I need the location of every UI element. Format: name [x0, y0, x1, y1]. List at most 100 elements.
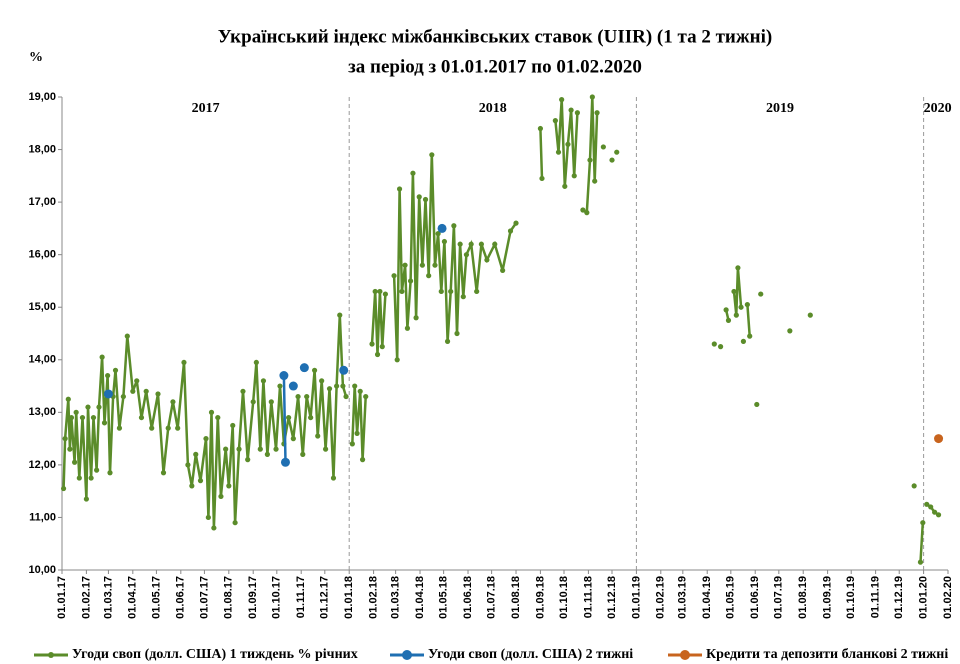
data-point: [311, 367, 318, 373]
data-point: [160, 470, 167, 476]
legend-label: Угоди своп (долл. США) 2 тижні: [428, 647, 633, 662]
x-tick-label: 01.04.19: [701, 576, 713, 619]
data-point: [155, 391, 161, 397]
x-tick-label: 01.11.19: [870, 576, 882, 618]
data-point: [308, 414, 314, 421]
data-point: [457, 241, 463, 247]
data-point: [322, 446, 329, 452]
x-tick-label: 01.09.19: [822, 576, 834, 619]
data-point: [79, 414, 86, 421]
data-point: [101, 420, 108, 426]
data-point: [264, 451, 270, 457]
data-point: [589, 94, 595, 100]
data-point: [429, 152, 435, 158]
data-point: [279, 371, 289, 381]
x-tick-label: 01.04.17: [127, 576, 139, 619]
data-point: [507, 228, 514, 234]
data-point: [257, 446, 263, 452]
series-line: [62, 96, 940, 563]
y-axis-label: %: [29, 50, 43, 65]
data-point: [96, 404, 102, 410]
data-point: [363, 393, 369, 400]
data-point: [932, 509, 938, 515]
data-point: [747, 333, 753, 339]
data-point: [103, 389, 113, 399]
data-point: [740, 338, 747, 344]
data-point: [334, 383, 340, 389]
data-point: [474, 288, 480, 295]
data-point: [165, 425, 171, 431]
data-point: [374, 351, 381, 358]
data-point: [181, 359, 187, 366]
data-point: [369, 341, 375, 347]
x-tick-label: 01.06.18: [462, 576, 474, 619]
data-point: [609, 157, 615, 163]
data-point: [463, 252, 470, 258]
data-point: [130, 388, 136, 394]
data-point: [580, 207, 586, 213]
data-point: [226, 483, 232, 489]
data-point: [85, 404, 91, 410]
data-point: [559, 97, 565, 103]
data-point: [438, 288, 444, 295]
data-point: [319, 378, 325, 384]
data-point: [928, 504, 934, 510]
data-point: [416, 194, 422, 200]
data-point: [94, 467, 100, 473]
data-point: [71, 459, 78, 465]
data-point: [402, 262, 408, 268]
x-tick-label: 01.11.17: [295, 576, 307, 618]
y-tick-label: 14,00: [28, 354, 56, 366]
data-point: [614, 149, 620, 155]
data-point: [733, 312, 739, 318]
data-point: [352, 383, 358, 389]
data-point: [725, 317, 732, 323]
data-point: [218, 493, 224, 500]
data-point: [587, 157, 593, 163]
data-point: [391, 273, 397, 279]
x-tick-label: 01.08.18: [510, 576, 522, 619]
chart-subtitle: за період з 01.01.2017 по 01.02.2020: [348, 56, 642, 77]
data-point: [460, 294, 466, 300]
x-tick-label: 01.03.17: [102, 576, 114, 619]
data-point: [280, 457, 290, 467]
x-tick-label: 01.06.19: [749, 576, 761, 619]
data-point: [83, 496, 89, 502]
data-point: [382, 291, 388, 297]
data-point: [419, 262, 425, 268]
data-point: [343, 393, 349, 400]
data-point: [394, 357, 400, 363]
data-point: [807, 312, 813, 318]
x-tick-label: 01.05.19: [725, 576, 737, 619]
data-point: [68, 414, 75, 421]
x-tick-label: 01.02.19: [655, 576, 667, 619]
data-point: [426, 273, 432, 279]
data-point: [281, 441, 287, 447]
data-point: [339, 365, 349, 375]
y-tick-label: 18,00: [28, 143, 56, 155]
data-point: [88, 475, 94, 481]
x-tick-label: 01.06.17: [175, 576, 187, 619]
x-tick-label: 01.02.17: [80, 576, 92, 619]
data-point: [917, 559, 924, 565]
data-point: [208, 409, 215, 415]
y-tick-label: 10,00: [28, 564, 56, 576]
x-tick-label: 01.12.18: [606, 576, 618, 619]
data-point: [571, 173, 577, 179]
data-point: [211, 525, 217, 531]
x-tick-label: 01.07.17: [198, 576, 210, 619]
data-point: [304, 393, 310, 400]
data-point: [99, 354, 105, 360]
data-point: [240, 388, 246, 394]
data-point: [492, 241, 498, 247]
data-point: [326, 386, 333, 392]
x-tick-label: 01.10.18: [558, 576, 570, 619]
data-point: [260, 378, 267, 384]
data-point: [478, 241, 484, 247]
data-point: [170, 399, 176, 405]
data-point: [149, 425, 155, 431]
data-point: [451, 223, 457, 229]
data-point: [223, 446, 229, 452]
year-label: 2017: [192, 101, 220, 116]
